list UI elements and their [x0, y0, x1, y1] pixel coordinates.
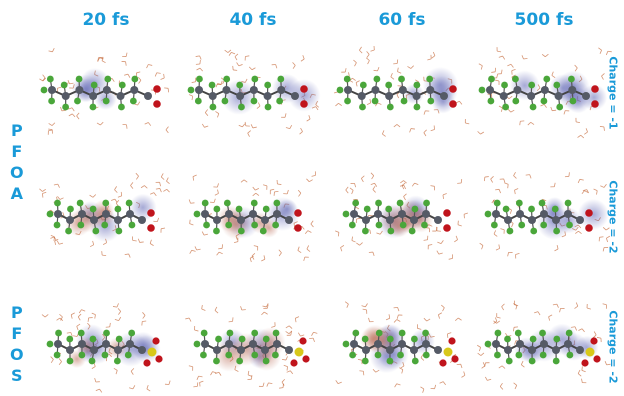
label-pfoa: P F O A — [10, 120, 24, 204]
charge-label-row1: Charge = -1 — [606, 56, 620, 130]
snapshot-panel-r2-c4 — [479, 171, 611, 259]
label-pfos: P F O S — [10, 302, 24, 386]
snapshot-panel-r3-c3 — [335, 301, 466, 393]
snapshot-panel-r2-c1 — [39, 172, 170, 258]
header-40fs: 40 fs — [229, 10, 277, 30]
header-60fs: 60 fs — [378, 10, 426, 30]
snapshot-panel-r3-c1 — [41, 303, 171, 393]
snapshot-panel-r1-c1 — [39, 48, 169, 135]
charge-label-row3: Charge = -2 — [606, 310, 620, 384]
label-pfos-letter-2: F — [11, 324, 23, 343]
label-pfos-letter-3: O — [10, 345, 24, 364]
label-pfos-letter-4: S — [11, 366, 23, 385]
snapshot-panel-r1-c3 — [334, 45, 470, 137]
label-pfoa-letter-2: F — [11, 142, 23, 161]
snapshot-panel-r1-c4 — [477, 47, 612, 139]
snapshot-panel-r3-c4 — [477, 300, 611, 390]
snapshot-panel-r3-c2 — [185, 303, 318, 389]
label-pfoa-letter-3: O — [10, 163, 24, 182]
charge-label-row2: Charge = -2 — [606, 180, 620, 254]
header-500fs: 500 fs — [514, 10, 574, 30]
snapshot-panel-r2-c3 — [335, 172, 468, 260]
label-pfos-letter-1: P — [10, 303, 23, 322]
header-20fs: 20 fs — [82, 10, 130, 30]
snapshot-panel-r2-c2 — [188, 171, 316, 263]
label-pfoa-letter-4: A — [10, 184, 23, 203]
snapshot-panel-r1-c2 — [187, 49, 321, 137]
label-pfoa-letter-1: P — [10, 121, 23, 140]
